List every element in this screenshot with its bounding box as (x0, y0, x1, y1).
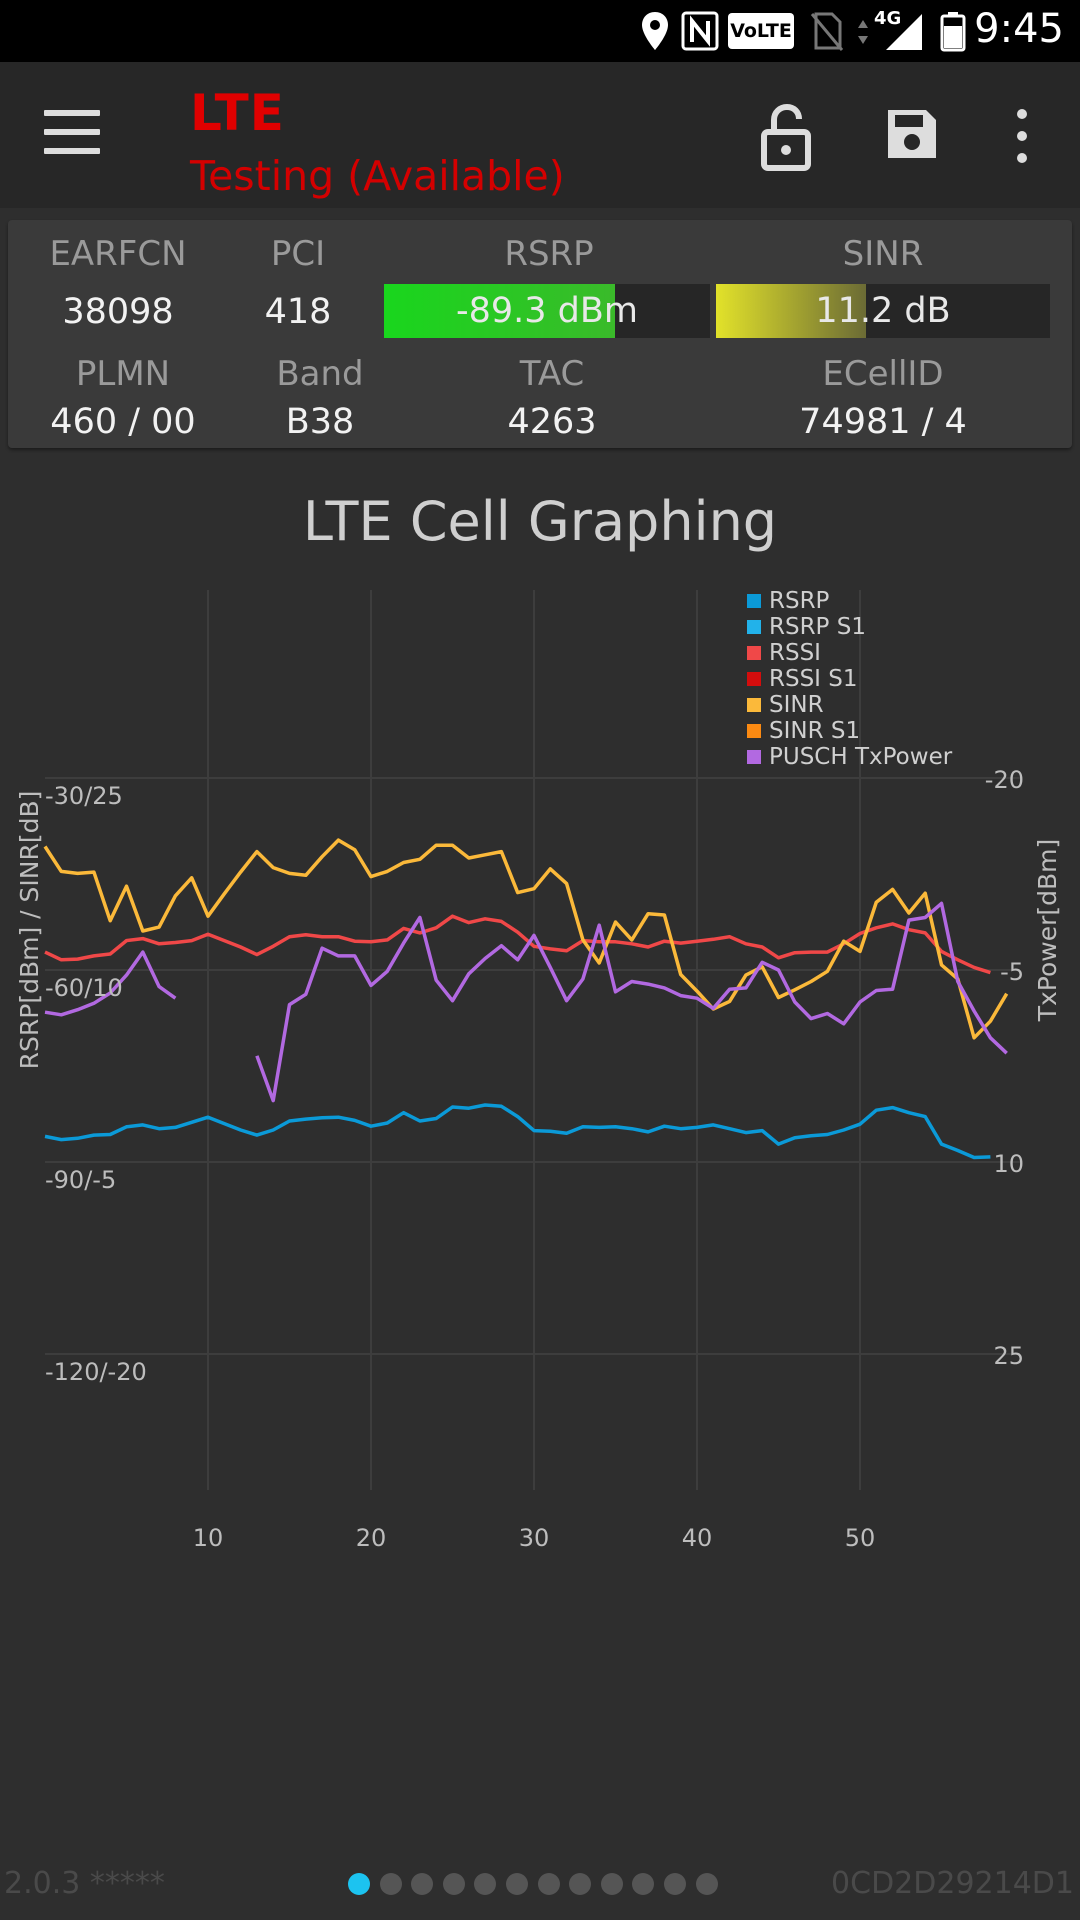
app-subtitle: Testing (Available) (190, 152, 565, 200)
legend-swatch (747, 724, 761, 738)
legend-swatch (747, 620, 761, 634)
legend-swatch (747, 698, 761, 712)
x-tick-label: 10 (193, 1524, 224, 1552)
tac-label: TAC (519, 354, 585, 394)
pci-value: 418 (264, 292, 332, 332)
legend-swatch (747, 672, 761, 686)
series-line-rssi (44, 914, 991, 975)
legend-swatch (747, 750, 761, 764)
volte-icon: VoLTE (728, 13, 794, 49)
legend-entry: SINR S1 (769, 718, 860, 744)
network-type: 4G (874, 8, 902, 29)
page-dot[interactable] (664, 1873, 686, 1895)
signal-icon (886, 14, 922, 50)
series-line-sinr (43, 838, 1009, 1040)
y-axis-title: RSRP[dBm] / SINR[dB] (15, 791, 44, 1070)
ecellid-value: 74981 / 4 (799, 402, 967, 442)
sinr-label: SINR (842, 234, 924, 274)
page-dot[interactable] (537, 1873, 560, 1895)
app-bar: LTE Testing (Available) (0, 62, 1080, 208)
y-tick-label: -60/10 (45, 974, 123, 1002)
series-line-pusch-txpower (44, 950, 177, 1017)
page-dot[interactable] (442, 1873, 465, 1895)
rsrp-label: RSRP (504, 234, 594, 274)
y-tick-label: -30/25 (45, 782, 123, 810)
y2-tick-label: 25 (993, 1342, 1024, 1370)
data-arrows-icon (858, 20, 868, 44)
page-dot[interactable] (474, 1873, 497, 1895)
page-dot[interactable] (411, 1873, 434, 1895)
earfcn-label: EARFCN (49, 234, 187, 274)
plmn-label: PLMN (75, 354, 171, 394)
more-options-button[interactable] (1008, 108, 1036, 164)
rsrp-value: -89.3 dBm (455, 291, 638, 331)
no-sim-icon (810, 12, 844, 51)
rsrp-meter: -89.3 dBm (384, 284, 710, 338)
plmn-value: 460 / 00 (50, 402, 196, 442)
sinr-meter-fill (716, 284, 867, 338)
y2-axis-title: TxPower[dBm] (1033, 839, 1062, 1023)
legend-entry: RSRP (769, 588, 830, 614)
device-id: 0CD2D29214D1 (831, 1866, 1074, 1901)
y2-tick-label: -20 (985, 766, 1024, 794)
legend-entry: RSRP S1 (769, 614, 866, 640)
legend-swatch (747, 646, 761, 660)
battery-icon (940, 12, 966, 52)
cell-info-panel: EARFCN PCI RSRP SINR 38098 418 -89.3 dBm… (8, 220, 1072, 448)
page-dot[interactable] (632, 1873, 655, 1895)
legend-entry: PUSCH TxPower (769, 744, 953, 770)
series-line-rsrp (44, 1103, 991, 1160)
tac-value: 4263 (507, 402, 597, 442)
legend-entry: RSSI (769, 640, 821, 666)
location-icon (642, 12, 668, 50)
band-label: Band (276, 354, 364, 394)
y-tick-label: -90/-5 (45, 1166, 116, 1194)
band-value: B38 (285, 402, 355, 442)
menu-icon (44, 110, 100, 154)
status-clock: 9:45 (974, 6, 1064, 52)
page-dot[interactable] (569, 1873, 592, 1895)
app-title: LTE (190, 84, 285, 142)
page-dot[interactable] (348, 1873, 370, 1895)
legend-swatch (747, 594, 761, 608)
save-button[interactable] (884, 106, 940, 162)
sinr-value: 11.2 dB (815, 291, 951, 331)
lte-cell-chart[interactable]: -30/25 -60/10 -90/-5 -120/-20 -20 -5 10 25 10 20 3… (0, 560, 1080, 1560)
y2-tick-label: -5 (1000, 958, 1024, 986)
x-tick-label: 30 (519, 1524, 550, 1552)
x-tick-label: 20 (356, 1524, 387, 1552)
legend-entry: RSSI S1 (769, 666, 858, 692)
lock-open-icon (761, 103, 811, 171)
series-line-pusch-txpower (255, 901, 1008, 1103)
nfc-icon (681, 11, 719, 51)
x-tick-label: 50 (845, 1524, 876, 1552)
page-dot[interactable] (695, 1873, 718, 1895)
save-icon (888, 110, 936, 158)
x-tick-label: 40 (682, 1524, 713, 1552)
page-dot[interactable] (379, 1873, 402, 1895)
y-tick-label: -120/-20 (45, 1358, 147, 1386)
more-vert-icon (1017, 109, 1027, 163)
y2-tick-label: 10 (993, 1150, 1024, 1178)
menu-button[interactable] (44, 110, 100, 154)
page-dot[interactable] (506, 1873, 528, 1895)
chart-title: LTE Cell Graphing (302, 490, 778, 553)
lock-button[interactable] (758, 102, 814, 172)
pci-label: PCI (270, 234, 326, 274)
status-bar: VoLTE 4G 9:45 (0, 0, 1080, 62)
app-version: 2.0.3 ***** (4, 1866, 165, 1901)
legend-entry: SINR (769, 692, 824, 718)
earfcn-value: 38098 (62, 292, 174, 332)
rsrp-meter-fill (384, 284, 616, 338)
page-dot[interactable] (600, 1873, 623, 1895)
ecellid-label: ECellID (822, 354, 944, 394)
sinr-meter: 11.2 dB (716, 284, 1050, 338)
